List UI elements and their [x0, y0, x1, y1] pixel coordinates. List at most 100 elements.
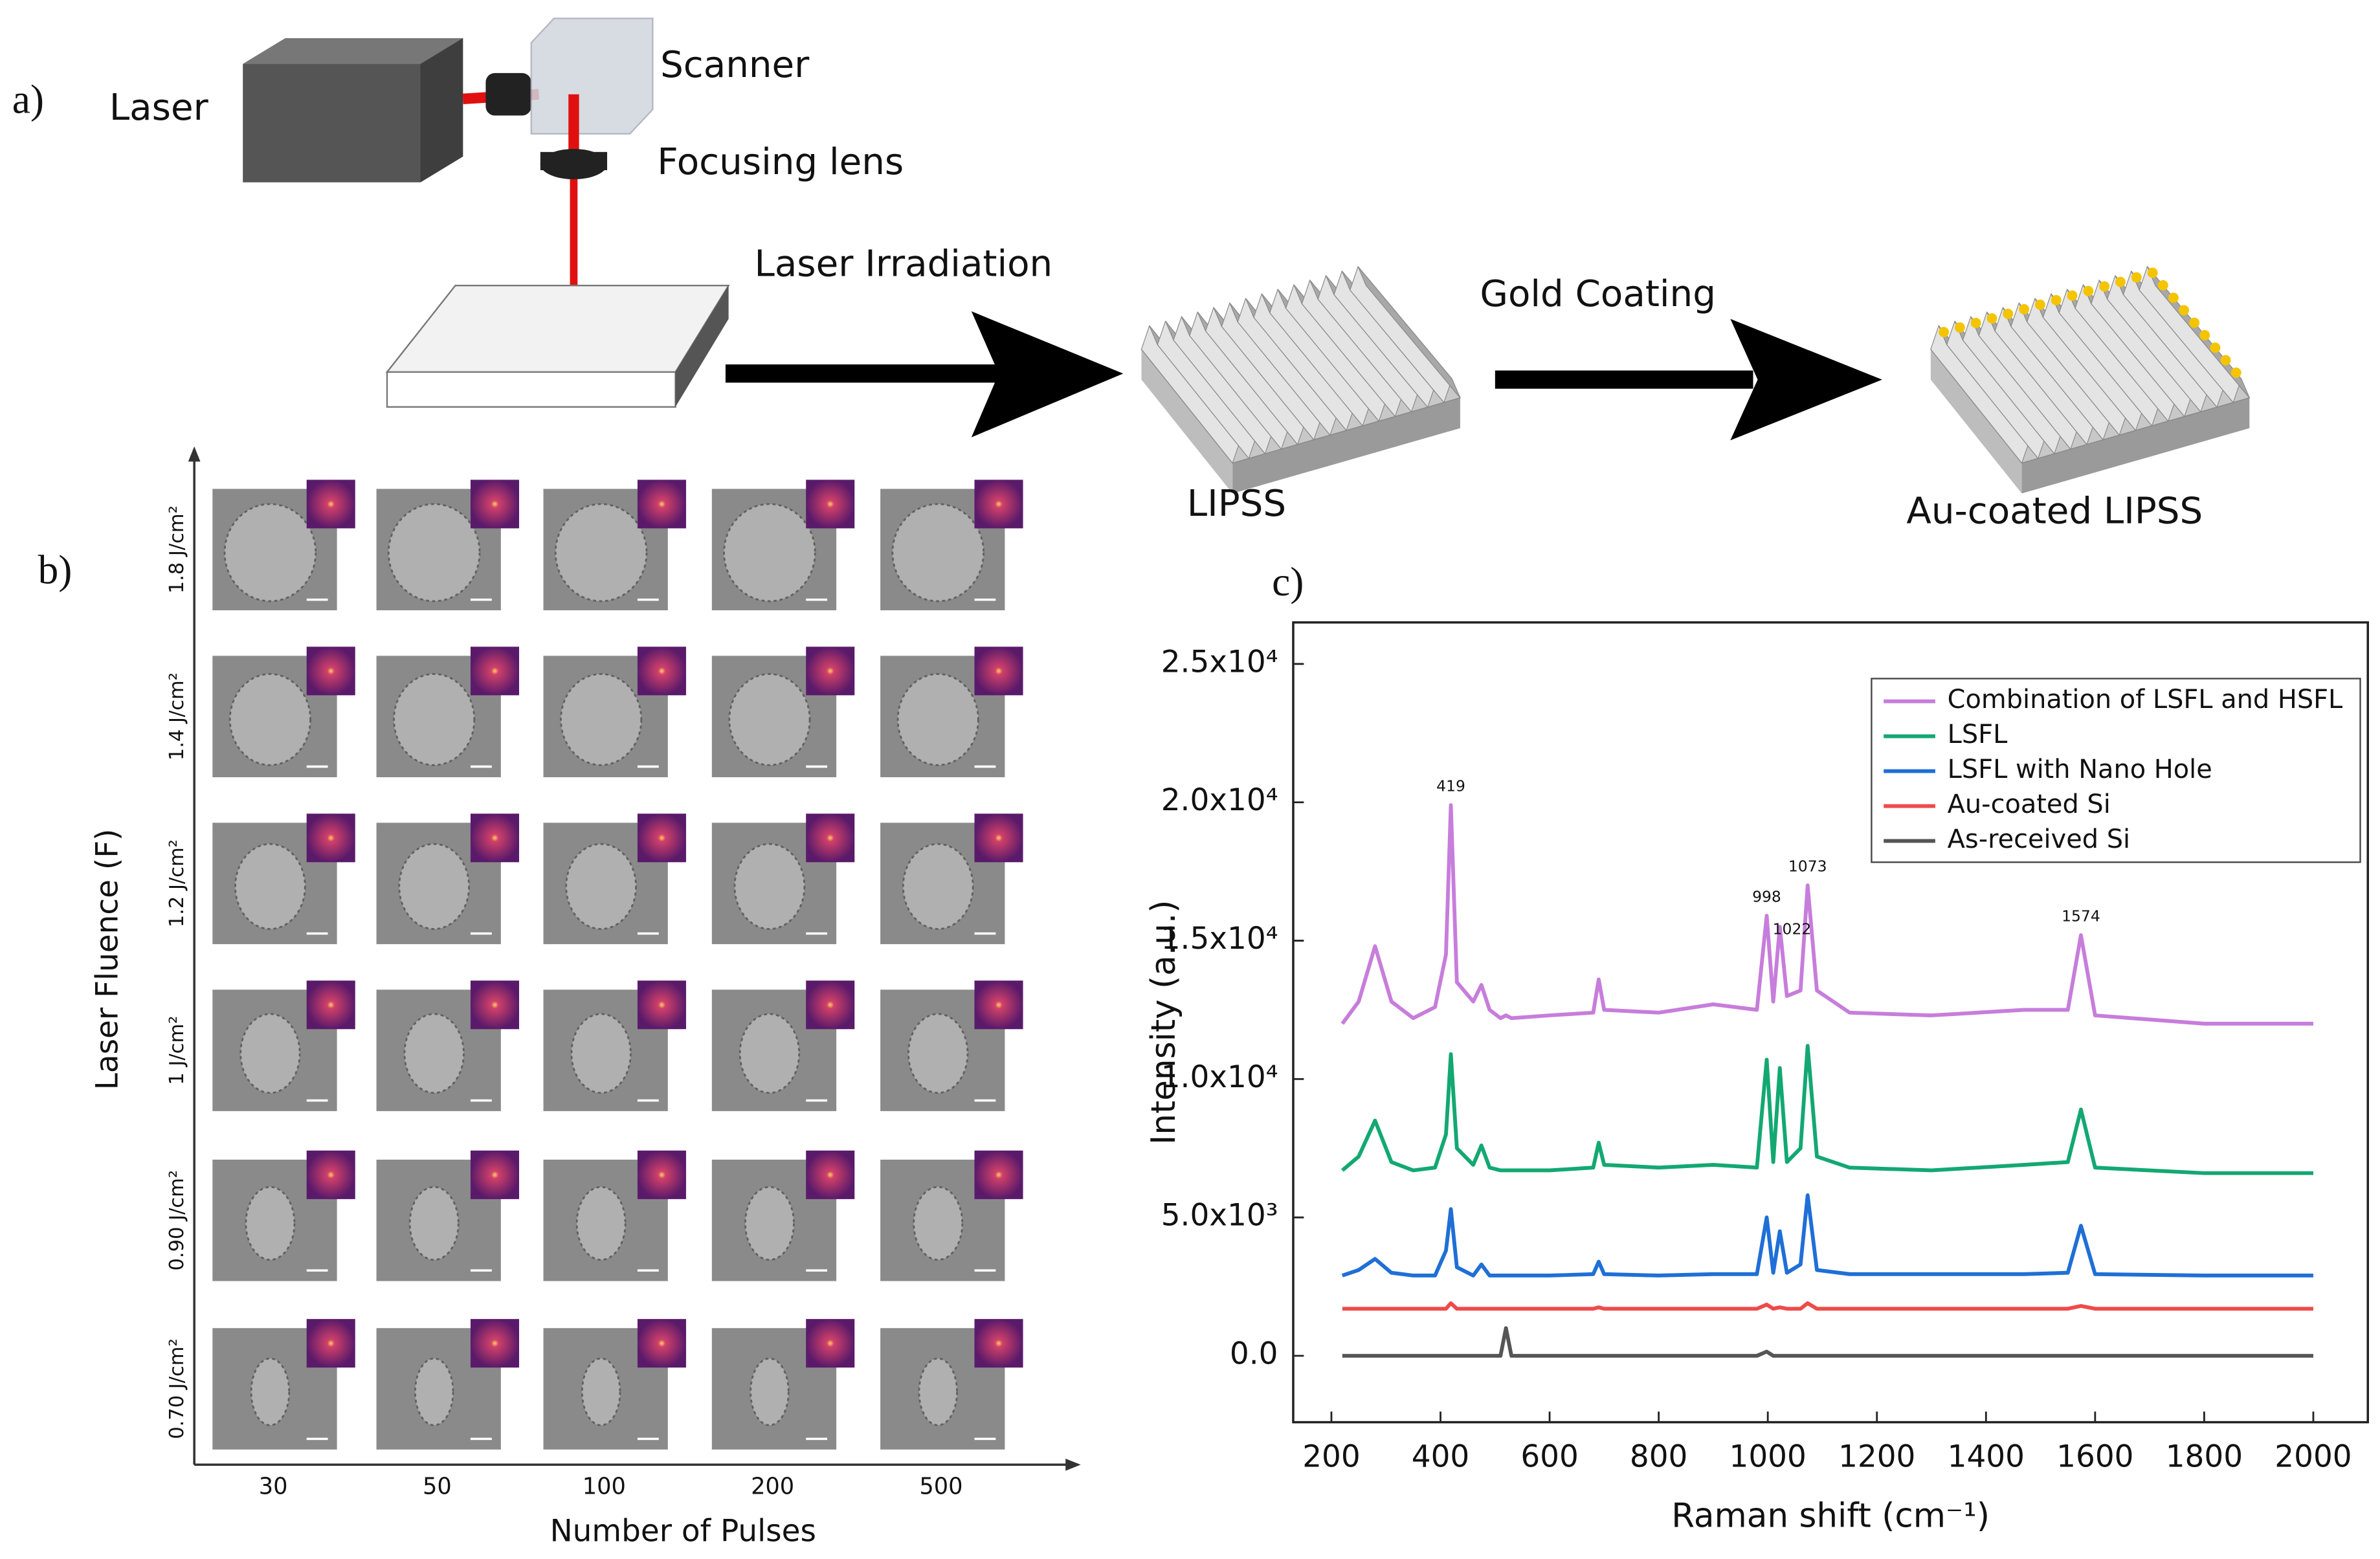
gold-dot [2189, 317, 2200, 328]
sem-crater [913, 1186, 964, 1261]
spectrum-line [1342, 1301, 2313, 1311]
gold-dot [2168, 293, 2179, 304]
sem-crater [250, 1357, 291, 1426]
fft-inset [637, 980, 686, 1030]
fft-inset [974, 813, 1023, 863]
lens [540, 151, 608, 170]
gold-dot [2157, 280, 2168, 291]
peak-label: 419 [1436, 777, 1465, 795]
scanner-cube [530, 17, 654, 135]
legend-label: LSFL with Nano Hole [1948, 755, 2212, 784]
column-label: 50 [423, 1473, 452, 1499]
process-arrow [971, 311, 1124, 437]
spectrum-line [1340, 803, 2313, 1026]
peak-label: 1022 [1773, 920, 1812, 938]
fft-inset [470, 480, 519, 529]
block-front [1232, 397, 1460, 494]
fft-inset [974, 480, 1023, 529]
sem-crater [581, 1357, 621, 1426]
process-arrow [1495, 370, 1753, 389]
row-label: 1 J/cm² [166, 1016, 188, 1085]
gold-dot [2147, 267, 2158, 278]
y-tick-label: 2.5x10⁴ [1161, 644, 1278, 680]
sem-crater [245, 1186, 296, 1261]
label: Focusing lens [657, 141, 904, 183]
fft-inset [637, 813, 686, 863]
fft-inset [637, 480, 686, 529]
axis-arrow [1065, 1458, 1081, 1471]
sem-crater [918, 1357, 958, 1426]
spectrum-line [1340, 1044, 2313, 1175]
sem-crater [744, 1186, 795, 1261]
axis-label: Laser Fluence (F) [89, 829, 125, 1090]
gold-dot [1939, 327, 1950, 338]
fft-inset [806, 813, 855, 863]
x-tick-label: 1200 [1838, 1439, 1915, 1474]
sem-crater [733, 843, 806, 930]
process-arrow [1730, 318, 1882, 441]
sem-crater [393, 673, 476, 766]
fft-inset [974, 1319, 1023, 1368]
schematic [243, 17, 1882, 441]
x-tick-label: 1800 [2166, 1439, 2243, 1474]
sample-top [385, 285, 730, 373]
sem-crater [414, 1357, 454, 1426]
sem-crater [565, 843, 637, 930]
legend-label: Au-coated Si [1948, 790, 2111, 819]
gold-dot [2230, 367, 2241, 378]
column-label: 30 [259, 1473, 288, 1499]
column-label: 100 [583, 1473, 626, 1499]
spectrum-line [1341, 1193, 2313, 1277]
label: Laser Irradiation [754, 243, 1052, 285]
ridge [1357, 266, 1461, 399]
gold-dot [2019, 304, 2030, 315]
x-axis-label: Raman shift (cm⁻¹) [1671, 1496, 1990, 1535]
gold-dot [1986, 313, 1997, 324]
laser-box [243, 38, 463, 182]
fft-inset [306, 480, 355, 529]
plot-frame [1292, 621, 2369, 1424]
fft-inset [470, 1150, 519, 1199]
legend-box [1871, 678, 2361, 863]
fft-inset [470, 1319, 519, 1368]
gold-dot [2131, 272, 2142, 283]
gold-dot [1970, 318, 1981, 328]
fft-inset [470, 647, 519, 696]
fft-inset [637, 647, 686, 696]
label: Au-coated LIPSS [1906, 491, 2203, 533]
row-label: 1.4 J/cm² [166, 672, 188, 760]
block-side [1930, 349, 2022, 494]
axis-arrow [188, 446, 201, 462]
raman-chart: 200 400 600 800 1000 1200 1400 1600 1800 2000 0.0 5… [1144, 621, 2369, 1535]
block-front [2021, 397, 2250, 494]
lipss-block [1140, 265, 1462, 494]
panel-label: b) [38, 547, 72, 592]
sem-crater [902, 843, 974, 930]
panel-label: a) [12, 76, 44, 122]
collimator [485, 72, 531, 116]
sem-grid: 1.8 J/cm² 1.4 J/cm² 1.2 J/cm² 1 J/cm² 0.90 J… [166, 480, 1023, 1499]
fft-inset [806, 647, 855, 696]
fft-inset [806, 1150, 855, 1199]
laser-top [243, 38, 463, 64]
fft-inset [306, 647, 355, 696]
x-tick-label: 400 [1412, 1439, 1470, 1474]
gold-dot [2034, 299, 2045, 310]
sem-crater [723, 503, 816, 603]
x-tick-label: 600 [1520, 1439, 1579, 1474]
x-tick-label: 1400 [1948, 1439, 2025, 1474]
legend-label: LSFL [1948, 720, 2008, 749]
gold-dot [2051, 294, 2062, 305]
sem-crater [739, 1013, 801, 1094]
gold-dot [2067, 290, 2078, 301]
row-label: 1.8 J/cm² [166, 505, 188, 593]
gold-dot [2099, 281, 2110, 292]
sem-crater [398, 843, 471, 930]
fft-inset [306, 1319, 355, 1368]
label: Scanner [660, 44, 810, 86]
peak-label: 1073 [1788, 857, 1827, 875]
legend-label: Combination of LSFL and HSFL [1948, 685, 2343, 714]
label: Gold Coating [1480, 273, 1716, 315]
sem-crater [228, 673, 311, 766]
